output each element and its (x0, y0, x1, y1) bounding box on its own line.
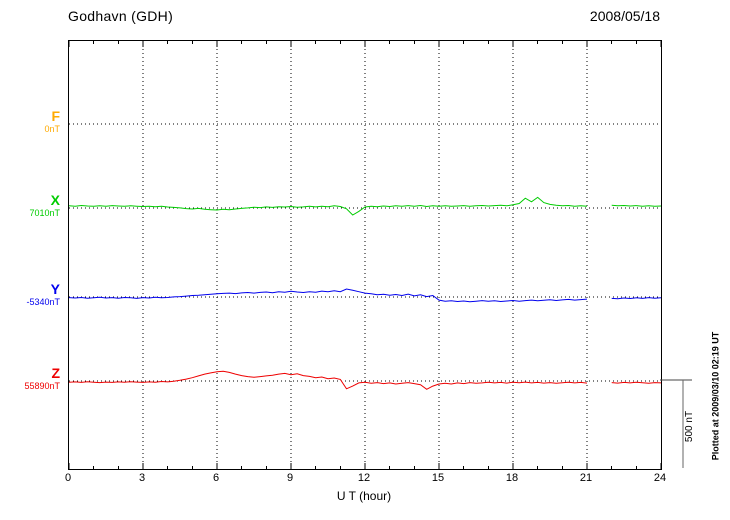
x-tick-label: 12 (357, 472, 371, 484)
x-tick-label: 3 (138, 472, 146, 484)
component-label-x: X 7010nT (0, 192, 60, 219)
x-axis-title: U T (hour) (336, 489, 392, 503)
x-tick-label: 9 (286, 472, 294, 484)
scale-bar (660, 379, 692, 468)
x-axis-tick-labels: 0 3 6 9 12 15 18 21 24 (0, 472, 730, 486)
plot-area (68, 40, 662, 470)
x-tick-label: 15 (431, 472, 445, 484)
component-label-z: Z 55890nT (0, 365, 60, 392)
component-f-baseline: 0nT (44, 124, 60, 134)
component-z-baseline: 55890nT (24, 381, 60, 391)
component-y-baseline: -5340nT (26, 297, 60, 307)
x-tick-label: 24 (653, 472, 667, 484)
x-tick-label: 0 (64, 472, 72, 484)
component-f-name: F (51, 108, 60, 124)
plot-canvas (69, 41, 661, 469)
component-z-name: Z (51, 365, 60, 381)
scale-bar-label: 500 nT (682, 388, 698, 464)
scale-bar-label-text: 500 nT (684, 410, 696, 442)
component-x-baseline: 7010nT (29, 208, 60, 218)
x-tick-label: 6 (212, 472, 220, 484)
date-label: 2008/05/18 (589, 8, 660, 24)
plot-timestamp: Plotted at 2009/03/10 02:19 UT (706, 316, 724, 476)
component-y-name: Y (50, 281, 60, 297)
component-label-y: Y -5340nT (0, 281, 60, 308)
station-title: Godhavn (GDH) (68, 8, 174, 24)
plot-timestamp-text: Plotted at 2009/03/10 02:19 UT (710, 331, 720, 461)
x-tick-label: 21 (579, 472, 593, 484)
x-tick-label: 18 (505, 472, 519, 484)
component-x-name: X (50, 192, 60, 208)
component-label-f: F 0nT (0, 108, 60, 135)
